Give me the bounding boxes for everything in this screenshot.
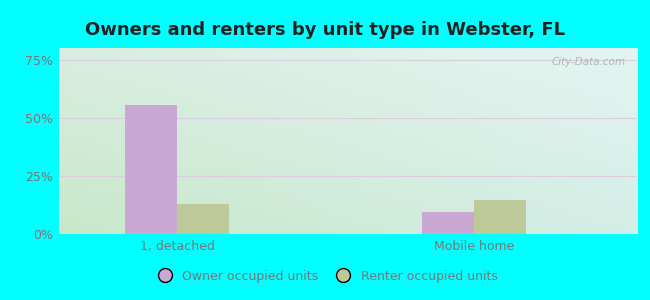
Legend: Owner occupied units, Renter occupied units: Owner occupied units, Renter occupied un… <box>148 265 502 288</box>
Text: City-Data.com: City-Data.com <box>551 57 625 67</box>
Text: Owners and renters by unit type in Webster, FL: Owners and renters by unit type in Webst… <box>85 21 565 39</box>
Bar <box>422 212 474 234</box>
Bar <box>474 200 526 234</box>
Bar <box>177 204 229 234</box>
Bar <box>125 105 177 234</box>
